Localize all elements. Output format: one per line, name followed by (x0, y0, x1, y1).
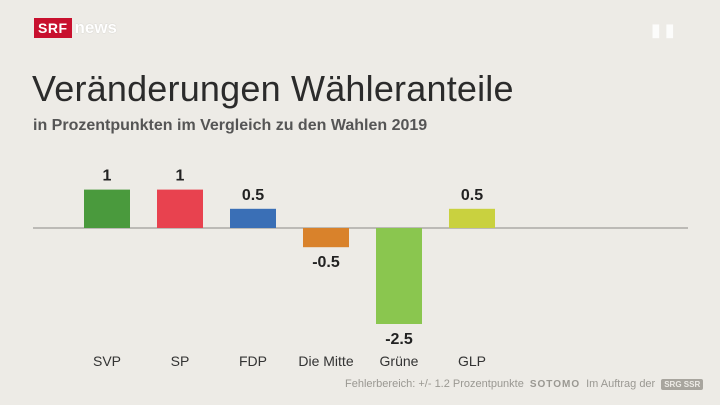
chart-subtitle: in Prozentpunkten im Vergleich zu den Wa… (33, 117, 428, 134)
news-logo-text: news (74, 18, 118, 37)
value-label-3: -0.5 (312, 254, 340, 271)
category-label-4: Grüne (380, 353, 419, 369)
sotomo-brand: SOTOMO (529, 378, 581, 390)
category-label-2: FDP (239, 353, 267, 369)
value-label-0: 1 (103, 168, 112, 185)
value-label-5: 0.5 (461, 187, 483, 204)
error-margin-note: Fehlerbereich: +/- 1.2 Prozentpunkte (345, 378, 524, 390)
value-label-4: -2.5 (385, 331, 413, 348)
bar-0 (84, 189, 130, 228)
value-label-2: 0.5 (242, 187, 264, 204)
channel-watermark-icon: ▮▮ (651, 20, 679, 40)
bar-5 (449, 208, 495, 228)
chart-footer: Fehlerbereich: +/- 1.2 Prozentpunkte SOT… (345, 378, 704, 390)
bar-3 (303, 228, 349, 248)
category-label-5: GLP (458, 353, 486, 369)
srf-news-logo: SRF news (34, 18, 117, 38)
srf-logo-text: SRF (34, 18, 72, 38)
category-label-3: Die Mitte (298, 353, 353, 369)
srg-ssr-logo: SRG SSR (661, 378, 704, 390)
commission-note: Im Auftrag der (586, 378, 656, 390)
bar-1 (157, 189, 203, 228)
category-label-0: SVP (93, 353, 121, 369)
chart-title: Veränderungen Wähleranteile (32, 68, 514, 109)
bar-4 (376, 228, 422, 324)
bar-2 (230, 208, 276, 228)
category-label-1: SP (171, 353, 190, 369)
value-label-1: 1 (176, 168, 185, 185)
